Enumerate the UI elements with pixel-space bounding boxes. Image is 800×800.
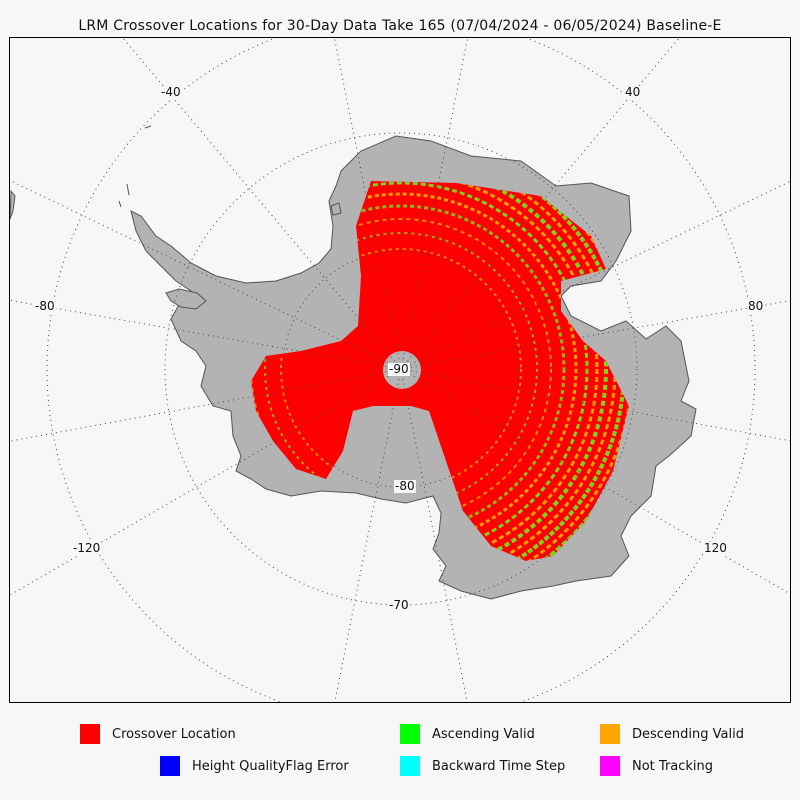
latitude-label-80: -80 <box>394 479 416 493</box>
legend-swatch <box>400 724 420 744</box>
legend-label: Ascending Valid <box>432 726 535 742</box>
longitude-label-80: 80 <box>747 299 765 313</box>
island-shape <box>165 288 207 310</box>
legend-crossover: Crossover Location <box>80 724 236 744</box>
longitude-label-neg80: -80 <box>34 299 56 313</box>
polar-map <box>10 38 790 702</box>
longitude-label-neg120: -120 <box>72 541 102 555</box>
legend-swatch <box>400 756 420 776</box>
pole-label: -90 <box>388 362 410 376</box>
longitude-lines <box>10 38 790 702</box>
legend-label: Backward Time Step <box>432 758 566 774</box>
legend-label: Height QualityFlag Error <box>192 758 349 774</box>
longitude-label-neg40: -40 <box>160 85 182 99</box>
island-shape <box>118 183 130 208</box>
legend-label: Crossover Location <box>112 726 236 742</box>
map-title: LRM Crossover Locations for 30-Day Data … <box>78 18 722 34</box>
legend-descending: Descending Valid <box>600 724 744 744</box>
legend-height-error: Height QualityFlag Error <box>160 756 349 776</box>
island-shape <box>10 189 16 220</box>
legend-label: Not Tracking <box>632 758 714 774</box>
map-frame: -90 -80 -70 -40 40 -80 80 -120 120 <box>9 37 791 703</box>
island-shape <box>330 202 342 216</box>
island-shape <box>144 125 152 129</box>
legend-backward-time-step: Backward Time Step <box>400 756 565 776</box>
legend-swatch <box>160 756 180 776</box>
latitude-label-70: -70 <box>388 598 410 612</box>
legend-label: Descending Valid <box>632 726 744 742</box>
legend-swatch <box>80 724 100 744</box>
longitude-label-40: 40 <box>624 85 642 99</box>
legend-not-tracking: Not Tracking <box>600 756 713 776</box>
legend-swatch <box>600 724 620 744</box>
legend-ascending: Ascending Valid <box>400 724 535 744</box>
legend-swatch <box>600 756 620 776</box>
longitude-label-120: 120 <box>703 541 728 555</box>
